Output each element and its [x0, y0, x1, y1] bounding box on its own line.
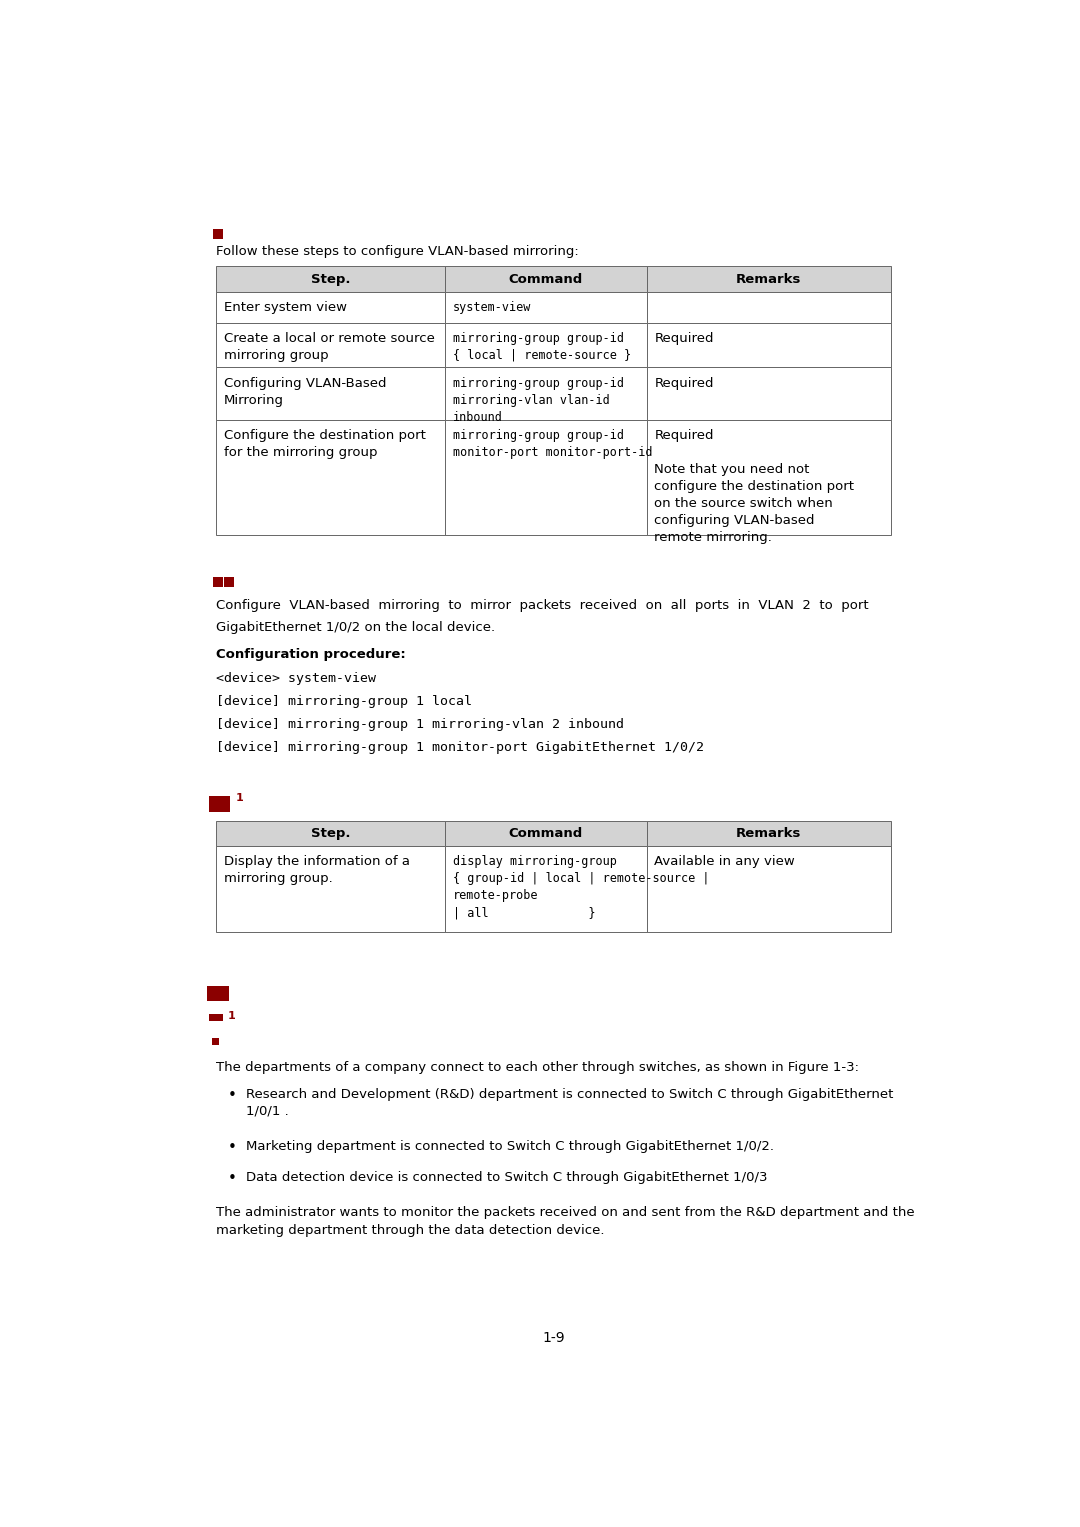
Bar	[216, 846, 445, 933]
Text: The departments of a company connect to each other through switches, as shown in: The departments of a company connect to …	[216, 1061, 860, 1073]
Text: mirroring-group group-id
monitor-port monitor-port-id: mirroring-group group-id monitor-port mo…	[453, 429, 652, 460]
Bar	[207, 993, 215, 1002]
Text: •: •	[228, 1171, 237, 1186]
Text: Display the information of a
mirroring group.: Display the information of a mirroring g…	[225, 855, 410, 886]
Bar	[647, 822, 891, 846]
Text: Remarks: Remarks	[735, 828, 801, 840]
Bar	[214, 993, 221, 1002]
Bar	[445, 420, 647, 534]
Text: Remarks: Remarks	[735, 273, 801, 286]
Text: system-view: system-view	[453, 301, 531, 315]
Text: Configuring VLAN-Based
Mirroring: Configuring VLAN-Based Mirroring	[225, 377, 387, 406]
Bar	[647, 846, 891, 933]
Text: •: •	[228, 1089, 237, 1102]
Text: [device] mirroring-group 1 mirroring-vlan 2 inbound: [device] mirroring-group 1 mirroring-vla…	[216, 718, 624, 731]
Text: display mirroring-group
{ group-id | local | remote-source |
remote-probe
| all : display mirroring-group { group-id | loc…	[453, 855, 710, 919]
Text: Command: Command	[509, 273, 583, 286]
Text: mirroring-group group-id
mirroring-vlan vlan-id
inbound: mirroring-group group-id mirroring-vlan …	[453, 377, 624, 423]
Bar	[221, 985, 229, 993]
Text: Command: Command	[509, 828, 583, 840]
Bar	[216, 420, 445, 534]
Bar	[216, 368, 445, 420]
Bar	[208, 796, 216, 803]
Bar	[445, 368, 647, 420]
Bar	[216, 266, 445, 292]
Bar	[445, 322, 647, 368]
Text: Enter system view: Enter system view	[225, 301, 347, 315]
Text: Step.: Step.	[311, 273, 350, 286]
Text: Configure the destination port
for the mirroring group: Configure the destination port for the m…	[225, 429, 426, 460]
Text: Marketing department is connected to Switch C through GigabitEthernet 1/0/2.: Marketing department is connected to Swi…	[246, 1141, 774, 1153]
Bar	[225, 577, 234, 588]
Text: Available in any view: Available in any view	[654, 855, 795, 869]
Bar	[221, 993, 229, 1002]
Bar	[647, 266, 891, 292]
Text: •: •	[228, 1141, 237, 1156]
Bar	[216, 803, 224, 811]
Bar	[222, 796, 230, 803]
Text: The administrator wants to monitor the packets received on and sent from the R&D: The administrator wants to monitor the p…	[216, 1206, 915, 1237]
Bar	[216, 822, 445, 846]
Text: Step.: Step.	[311, 828, 350, 840]
Text: [device] mirroring-group 1 local: [device] mirroring-group 1 local	[216, 695, 472, 709]
Bar	[208, 1014, 216, 1022]
Bar	[214, 985, 221, 993]
Text: mirroring-group group-id
{ local | remote-source }: mirroring-group group-id { local | remot…	[453, 331, 631, 362]
Bar	[212, 1038, 218, 1044]
Bar	[207, 985, 215, 993]
Bar	[222, 803, 230, 811]
Text: Required: Required	[654, 377, 714, 389]
Bar	[445, 822, 647, 846]
Bar	[445, 846, 647, 933]
Text: Required

Note that you need not
configure the destination port
on the source sw: Required Note that you need not configur…	[654, 429, 854, 544]
Text: 1-9: 1-9	[542, 1332, 565, 1345]
Text: [device] mirroring-group 1 monitor-port GigabitEthernet 1/0/2: [device] mirroring-group 1 monitor-port …	[216, 742, 704, 754]
Text: Follow these steps to configure VLAN-based mirroring:: Follow these steps to configure VLAN-bas…	[216, 244, 579, 258]
Bar	[647, 292, 891, 322]
Bar	[647, 420, 891, 534]
Text: GigabitEthernet 1/0/2 on the local device.: GigabitEthernet 1/0/2 on the local devic…	[216, 620, 496, 634]
Text: Configure  VLAN-based  mirroring  to  mirror  packets  received  on  all  ports : Configure VLAN-based mirroring to mirror…	[216, 599, 869, 612]
Bar	[647, 322, 891, 368]
Bar	[216, 1014, 224, 1022]
Bar	[213, 229, 222, 240]
Bar	[216, 322, 445, 368]
Bar	[647, 368, 891, 420]
Text: Configuration procedure:: Configuration procedure:	[216, 647, 406, 661]
Bar	[445, 292, 647, 322]
Bar	[216, 796, 224, 803]
Text: <device> system-view: <device> system-view	[216, 672, 376, 686]
Bar	[445, 266, 647, 292]
Bar	[216, 292, 445, 322]
Text: Data detection device is connected to Switch C through GigabitEthernet 1/0/3: Data detection device is connected to Sw…	[246, 1171, 767, 1183]
Text: 1: 1	[228, 1011, 235, 1022]
Text: 1: 1	[235, 794, 243, 803]
Text: Research and Development (R&D) department is connected to Switch C through Gigab: Research and Development (R&D) departmen…	[246, 1089, 893, 1118]
Text: Required: Required	[654, 331, 714, 345]
Bar	[213, 577, 222, 588]
Bar	[208, 803, 216, 811]
Text: Create a local or remote source
mirroring group: Create a local or remote source mirrorin…	[225, 331, 435, 362]
